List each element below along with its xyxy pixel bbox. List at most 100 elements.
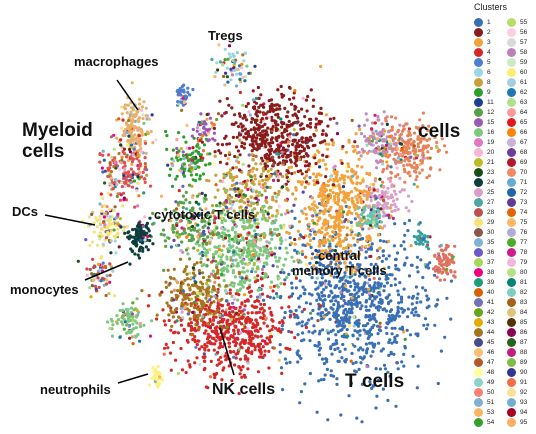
scatter-point bbox=[328, 234, 332, 238]
scatter-point bbox=[379, 159, 383, 163]
scatter-point bbox=[252, 240, 257, 244]
scatter-point bbox=[395, 334, 399, 338]
scatter-point bbox=[154, 138, 158, 142]
scatter-point bbox=[122, 151, 126, 155]
scatter-point bbox=[353, 140, 357, 144]
scatter-point bbox=[258, 327, 262, 331]
scatter-point bbox=[300, 182, 304, 186]
scatter-point bbox=[127, 324, 131, 328]
scatter-point bbox=[368, 187, 372, 191]
scatter-point bbox=[413, 306, 418, 310]
scatter-point bbox=[410, 296, 414, 300]
scatter-point bbox=[294, 274, 298, 278]
scatter-point bbox=[302, 236, 306, 240]
scatter-point bbox=[249, 175, 253, 179]
scatter-point bbox=[277, 155, 281, 159]
scatter-point bbox=[355, 176, 359, 180]
scatter-point bbox=[424, 265, 428, 269]
scatter-point bbox=[109, 170, 113, 174]
scatter-point bbox=[342, 309, 346, 313]
scatter-point bbox=[130, 185, 135, 189]
scatter-point bbox=[362, 215, 366, 219]
scatter-point bbox=[439, 243, 443, 247]
scatter-point bbox=[225, 322, 229, 327]
scatter-point bbox=[279, 84, 283, 89]
scatter-point bbox=[427, 266, 431, 270]
scatter-point bbox=[185, 302, 189, 306]
scatter-point bbox=[287, 329, 291, 334]
scatter-point bbox=[172, 267, 176, 271]
scatter-point bbox=[280, 134, 284, 138]
scatter-point bbox=[263, 162, 267, 166]
scatter-point bbox=[226, 269, 230, 273]
scatter-point bbox=[264, 316, 268, 320]
scatter-point bbox=[327, 197, 331, 201]
scatter-point bbox=[247, 252, 251, 256]
scatter-point bbox=[120, 112, 124, 116]
scatter-point bbox=[250, 342, 254, 346]
scatter-point bbox=[355, 304, 359, 308]
scatter-point bbox=[141, 224, 145, 229]
scatter-point bbox=[265, 240, 269, 244]
scatter-point bbox=[196, 165, 201, 169]
scatter-point bbox=[291, 142, 295, 147]
scatter-point bbox=[382, 363, 387, 367]
scatter-point bbox=[250, 224, 254, 228]
scatter-point bbox=[130, 312, 135, 316]
scatter-point bbox=[294, 308, 298, 313]
scatter-point bbox=[197, 202, 201, 206]
scatter-point bbox=[315, 276, 319, 280]
scatter-point bbox=[142, 191, 146, 195]
scatter-point bbox=[240, 62, 244, 66]
scatter-point bbox=[281, 122, 285, 126]
scatter-point bbox=[328, 188, 332, 192]
scatter-point bbox=[242, 220, 246, 225]
scatter-point bbox=[335, 121, 339, 125]
scatter-point bbox=[318, 263, 322, 267]
scatter-point bbox=[344, 218, 348, 222]
scatter-point bbox=[374, 141, 379, 145]
scatter-point bbox=[168, 275, 172, 279]
scatter-point bbox=[288, 315, 292, 319]
scatter-point bbox=[261, 103, 265, 107]
scatter-point bbox=[224, 199, 228, 203]
scatter-point bbox=[358, 127, 362, 132]
scatter-point bbox=[245, 64, 249, 68]
scatter-point bbox=[323, 208, 327, 212]
scatter-point bbox=[385, 321, 389, 325]
scatter-point bbox=[206, 258, 210, 262]
scatter-point bbox=[312, 264, 316, 268]
scatter-point bbox=[415, 255, 420, 259]
scatter-point bbox=[218, 341, 222, 345]
scatter-point bbox=[282, 223, 286, 227]
scatter-point bbox=[127, 118, 131, 123]
scatter-point bbox=[346, 281, 350, 285]
scatter-point bbox=[412, 313, 416, 317]
scatter-point bbox=[237, 282, 241, 286]
scatter-point bbox=[400, 297, 404, 301]
scatter-point bbox=[171, 315, 175, 319]
scatter-point bbox=[269, 231, 273, 235]
scatter-point bbox=[143, 162, 147, 166]
scatter-point bbox=[175, 146, 179, 151]
scatter-point bbox=[253, 218, 257, 222]
scatter-point bbox=[271, 121, 275, 125]
scatter-point bbox=[304, 98, 309, 102]
scatter-point bbox=[208, 311, 212, 315]
scatter-point bbox=[274, 292, 279, 296]
scatter-point bbox=[106, 231, 110, 235]
scatter-point bbox=[331, 342, 335, 347]
scatter-point bbox=[217, 216, 221, 220]
scatter-point bbox=[305, 109, 309, 113]
scatter-point bbox=[387, 139, 392, 144]
scatter-point bbox=[360, 286, 364, 290]
scatter-point bbox=[322, 212, 326, 216]
scatter-point bbox=[201, 253, 205, 258]
scatter-point bbox=[224, 188, 228, 192]
scatter-point bbox=[196, 307, 200, 311]
scatter-point bbox=[411, 149, 415, 153]
scatter-point bbox=[275, 233, 280, 237]
scatter-point bbox=[212, 209, 216, 213]
scatter-point bbox=[304, 212, 308, 216]
scatter-point bbox=[344, 246, 348, 250]
